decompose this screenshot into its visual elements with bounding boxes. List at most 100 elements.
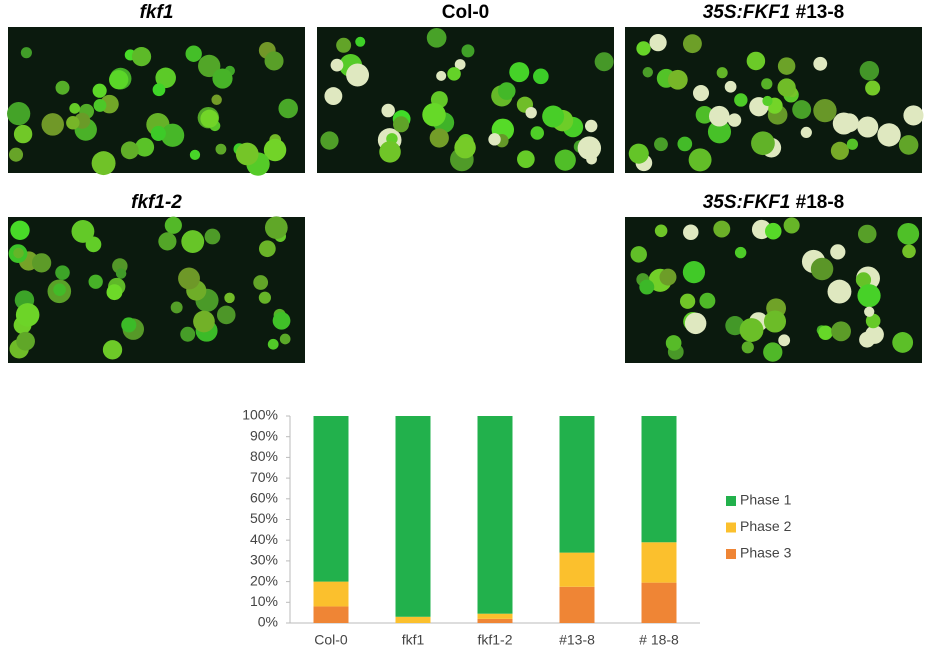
seedling: [216, 305, 236, 325]
seedling: [659, 268, 677, 286]
seedling: [684, 312, 707, 335]
seedling: [198, 54, 221, 78]
seedling: [649, 33, 667, 52]
seedling: [642, 67, 653, 78]
seedling: [762, 95, 773, 107]
seedling: [267, 338, 279, 350]
seedling: [346, 63, 370, 87]
bar-segment: [395, 416, 431, 617]
seedling: [865, 80, 881, 96]
bar-segment: [477, 416, 513, 614]
seedling: [88, 274, 103, 289]
legend-label: Phase 1: [740, 492, 792, 508]
seedling: [554, 149, 576, 171]
seedling: [379, 141, 401, 163]
x-tick-label: # 18-8: [639, 632, 679, 648]
seedling: [763, 342, 783, 362]
seedling: [152, 83, 166, 97]
bar-segment: [477, 618, 513, 623]
seedling: [724, 80, 737, 93]
seedling: [212, 68, 233, 89]
seedling: [654, 137, 668, 152]
seedling: [324, 87, 343, 105]
seedling: [695, 105, 714, 124]
seedling: [727, 113, 742, 127]
seedling: [777, 78, 796, 97]
legend-swatch: [726, 522, 736, 533]
panel-label-text: Col-0: [442, 2, 490, 23]
seedling: [264, 216, 288, 240]
seedling: [15, 303, 40, 327]
seedling: [857, 224, 877, 244]
seedling: [426, 27, 447, 48]
seedling: [121, 317, 137, 333]
seedling: [488, 133, 501, 146]
seedling: [31, 253, 52, 273]
seedling: [813, 56, 828, 71]
seedling: [447, 67, 461, 81]
panel-label-text: #18-8: [796, 192, 845, 213]
seedling: [120, 141, 139, 160]
seedling: [509, 62, 530, 83]
seedling: [792, 100, 812, 120]
legend-label: Phase 3: [740, 545, 792, 561]
seedling: [41, 113, 64, 136]
seedling: [865, 313, 881, 329]
seedling: [855, 272, 872, 288]
seedling: [93, 99, 107, 112]
seedling: [224, 292, 235, 304]
seedling: [13, 247, 24, 259]
seedling: [115, 268, 127, 279]
legend-swatch: [726, 496, 736, 506]
panel-label-text: #13-8: [796, 2, 845, 23]
seedling: [859, 331, 876, 348]
seedling: [180, 326, 196, 342]
bar-segment: [477, 613, 513, 619]
seedling: [461, 44, 475, 58]
seedling: [636, 41, 651, 56]
seedling: [264, 51, 284, 71]
seedling: [654, 224, 668, 238]
panel-label: 35S:FKF1 #18-8: [703, 192, 845, 213]
y-tick-label: 70%: [250, 469, 278, 485]
seedling: [279, 333, 291, 345]
seedling: [71, 219, 95, 243]
y-tick-label: 20%: [250, 572, 278, 588]
seedling: [699, 292, 716, 309]
seedling: [454, 59, 466, 70]
seedling: [253, 275, 269, 290]
bar-segment: [641, 416, 677, 543]
seedling: [263, 138, 287, 162]
seedling: [109, 70, 129, 90]
seedling: [533, 68, 549, 85]
panel-label-italic: fkf1: [140, 2, 174, 23]
seedling: [707, 120, 732, 144]
seedling: [688, 148, 712, 172]
seedling: [170, 301, 183, 314]
seedling: [20, 47, 32, 59]
seedling: [859, 61, 880, 81]
legend-swatch: [726, 549, 736, 559]
panel-label-italic: 35S:FKF1: [703, 2, 791, 23]
seedling: [422, 102, 446, 127]
seedling: [91, 151, 116, 176]
seedling: [185, 45, 202, 62]
x-tick-label: #13-8: [559, 632, 595, 648]
seedling: [639, 279, 655, 295]
panel-label: Col-0: [442, 2, 490, 23]
seedling: [846, 138, 859, 150]
seedling: [818, 325, 833, 340]
seedling: [892, 332, 914, 353]
seedling: [330, 58, 344, 72]
y-tick-label: 10%: [250, 593, 278, 609]
panel-label: fkf1-2: [131, 192, 182, 213]
seedling: [155, 67, 176, 89]
seedling: [517, 150, 535, 168]
seedling: [497, 82, 516, 100]
seedling: [679, 293, 696, 309]
seedling: [235, 142, 259, 166]
x-tick-label: fkf1-2: [477, 632, 512, 648]
seedling: [677, 136, 693, 152]
seedling: [161, 123, 185, 147]
